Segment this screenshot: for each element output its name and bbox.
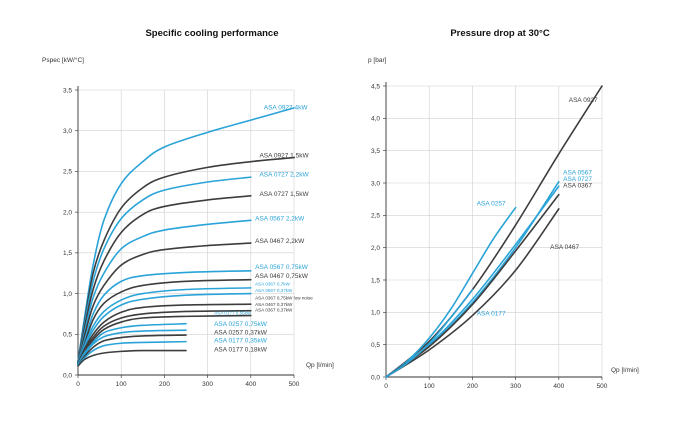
y-tick-label: 0,0 (371, 374, 380, 381)
x-tick-label: 0 (76, 381, 80, 388)
y-axis-label: Pspec [kW/°C] (42, 56, 84, 64)
chart-title-pressure: Pressure drop at 30°C (450, 28, 550, 39)
x-tick-label: 500 (597, 383, 608, 390)
series-label: ASA 0467 0,75kW (255, 273, 309, 280)
series-line (77, 340, 187, 367)
y-tick-label: 0,5 (63, 332, 72, 339)
y-tick-label: 3,0 (371, 180, 380, 187)
x-tick-label: 300 (202, 381, 213, 388)
series-line (77, 269, 252, 364)
x-tick-label: 200 (467, 383, 478, 390)
series-line (77, 303, 252, 365)
x-tick-label: 500 (289, 381, 300, 388)
series-line (77, 195, 252, 363)
series-line (77, 329, 187, 366)
series-label: ASA 0567 0,37kW (255, 288, 293, 293)
series-label: ASA 0467 0,37kW (255, 302, 293, 307)
series-line (77, 242, 252, 364)
series-label: ASA 0257 0,37kW (214, 329, 268, 336)
x-tick-label: 200 (159, 381, 170, 388)
series-label: ASA 0567 0,75kW (255, 264, 309, 271)
series-label: ASA 0727 (563, 176, 592, 183)
x-tick-label: 400 (245, 381, 256, 388)
y-axis-label: p [bar] (368, 57, 387, 64)
series-label: ASA 0257 0,75kW (214, 321, 268, 328)
series-label: ASA 0367 0,7kW (255, 281, 290, 286)
y-tick-label: 1,5 (371, 277, 380, 284)
y-tick-label: 0,5 (371, 342, 380, 349)
series-label: ASA 0727 1,5kW (259, 191, 309, 198)
series-line (385, 85, 603, 378)
y-tick-label: 2,0 (371, 245, 380, 252)
x-tick-label: 300 (510, 383, 521, 390)
x-tick-label: 400 (553, 383, 564, 390)
y-tick-label: 4,5 (371, 83, 380, 90)
y-tick-label: 3,5 (63, 87, 72, 94)
series-line (385, 288, 474, 378)
x-tick-label: 0 (384, 383, 388, 390)
series-label: ASA 0927 (569, 97, 598, 104)
series-line (77, 322, 187, 366)
x-tick-label: 100 (116, 381, 127, 388)
series-line (77, 156, 295, 363)
y-tick-label: 1,0 (371, 310, 380, 317)
x-axis-label: Qp [l/min] (306, 362, 334, 369)
y-tick-label: 3,0 (63, 128, 72, 135)
series-label: ASA 0177 0,18kW (214, 346, 268, 353)
series-line (77, 107, 295, 362)
y-tick-label: 2,5 (63, 169, 72, 176)
series-label: ASA 0467 (550, 244, 579, 251)
series-label: ASA 0257 (477, 201, 506, 208)
series-label: ASA 0367 0,37kW (255, 307, 293, 312)
series-label: ASA 0567 (563, 170, 592, 177)
series-line (77, 292, 252, 365)
series-label: ASA 0177 0,35kW (214, 337, 268, 344)
x-tick-label: 100 (424, 383, 435, 390)
series-label: ASA 0177 (477, 311, 506, 318)
series-label: ASA 0927 1,5kW (259, 153, 309, 160)
series-label: ASA 0367 0,75kW low noise (255, 295, 313, 300)
series-line (77, 219, 252, 364)
series-label: ASA 0177 0,55kW (214, 311, 252, 316)
series-label: ASA 0567 2,2kW (255, 215, 305, 222)
series-line (77, 176, 252, 363)
series-line (77, 309, 252, 366)
y-tick-label: 2,5 (371, 213, 380, 220)
y-tick-label: 0,0 (63, 372, 72, 379)
y-tick-label: 4,0 (371, 116, 380, 123)
x-axis-label: Qp [l/min] (611, 367, 639, 374)
y-tick-label: 2,0 (63, 209, 72, 216)
chart-title-cooling: Specific cooling performance (145, 28, 279, 39)
series-label: ASA 0467 2,2kW (255, 238, 305, 245)
series-label: ASA 0927 4kW (264, 105, 309, 112)
series-line (385, 208, 560, 378)
series-line (77, 334, 187, 367)
y-tick-label: 1,5 (63, 250, 72, 257)
series-label: ASA 0727 2,2kW (259, 171, 309, 178)
series-line (77, 349, 187, 367)
y-tick-label: 1,0 (63, 291, 72, 298)
series-label: ASA 0367 (563, 183, 592, 190)
y-tick-label: 3,5 (371, 148, 380, 155)
